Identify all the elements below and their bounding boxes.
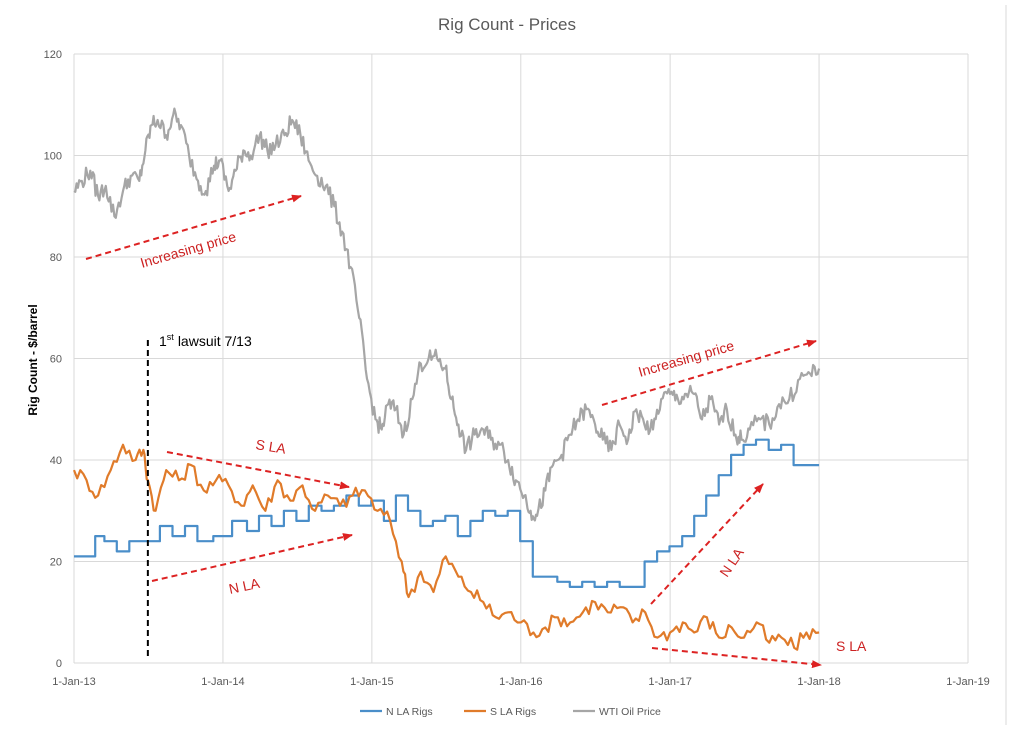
y-axis-label: Rig Count - $/barrel bbox=[26, 304, 40, 415]
y-tick-label: 20 bbox=[50, 557, 62, 569]
x-tick-label: 1-Jan-17 bbox=[648, 676, 691, 688]
label-s-la-right: S LA bbox=[836, 638, 867, 654]
series-line-s-la-rigs bbox=[72, 443, 820, 651]
arrow-n-la-left bbox=[151, 533, 353, 582]
series-line-wti-oil-price bbox=[73, 107, 821, 522]
x-axis-ticks: 1-Jan-13 1-Jan-14 1-Jan-15 1-Jan-16 1-Jan-17… bbox=[52, 676, 989, 688]
y-tick-label: 60 bbox=[50, 354, 62, 366]
lawsuit-label: 1st lawsuit 7/13 bbox=[159, 332, 252, 349]
grid bbox=[73, 53, 969, 664]
lawsuit-label-superscript: st bbox=[167, 332, 175, 342]
x-tick-label: 1-Jan-18 bbox=[797, 676, 840, 688]
y-tick-label: 80 bbox=[50, 252, 62, 264]
y-tick-label: 40 bbox=[50, 455, 62, 467]
series-line-n-la-rigs bbox=[74, 438, 820, 588]
x-tick-label: 1-Jan-15 bbox=[350, 676, 393, 688]
y-axis-ticks: 0 20 40 60 80 100 120 bbox=[44, 49, 62, 670]
arrow-increasing-price-2 bbox=[601, 339, 817, 406]
x-tick-label: 1-Jan-14 bbox=[201, 676, 244, 688]
y-tick-label: 120 bbox=[44, 49, 62, 61]
arrow-n-la-right bbox=[650, 483, 764, 605]
series-lines bbox=[72, 107, 821, 651]
x-tick-label: 1-Jan-19 bbox=[946, 676, 989, 688]
y-tick-label: 0 bbox=[56, 658, 62, 670]
legend-label: S LA Rigs bbox=[490, 706, 536, 718]
legend-label: N LA Rigs bbox=[386, 706, 433, 718]
x-tick-label: 1-Jan-16 bbox=[499, 676, 542, 688]
label-s-la-top: S LA bbox=[255, 436, 288, 457]
legend: N LA Rigs S LA Rigs WTI Oil Price bbox=[360, 706, 661, 718]
label-n-la-left: N LA bbox=[227, 575, 261, 597]
label-n-la-right: N LA bbox=[716, 544, 747, 579]
lawsuit-label-text: lawsuit 7/13 bbox=[178, 333, 252, 349]
y-tick-label: 100 bbox=[44, 151, 62, 163]
arrow-s-la-right bbox=[651, 647, 822, 669]
arrow-increasing-price-1 bbox=[85, 194, 302, 260]
chart-title: Rig Count - Prices bbox=[438, 15, 576, 34]
lawsuit-label-number: 1 bbox=[159, 333, 167, 349]
legend-label: WTI Oil Price bbox=[599, 706, 661, 718]
x-tick-label: 1-Jan-13 bbox=[52, 676, 95, 688]
arrow-s-la-top bbox=[166, 451, 350, 490]
